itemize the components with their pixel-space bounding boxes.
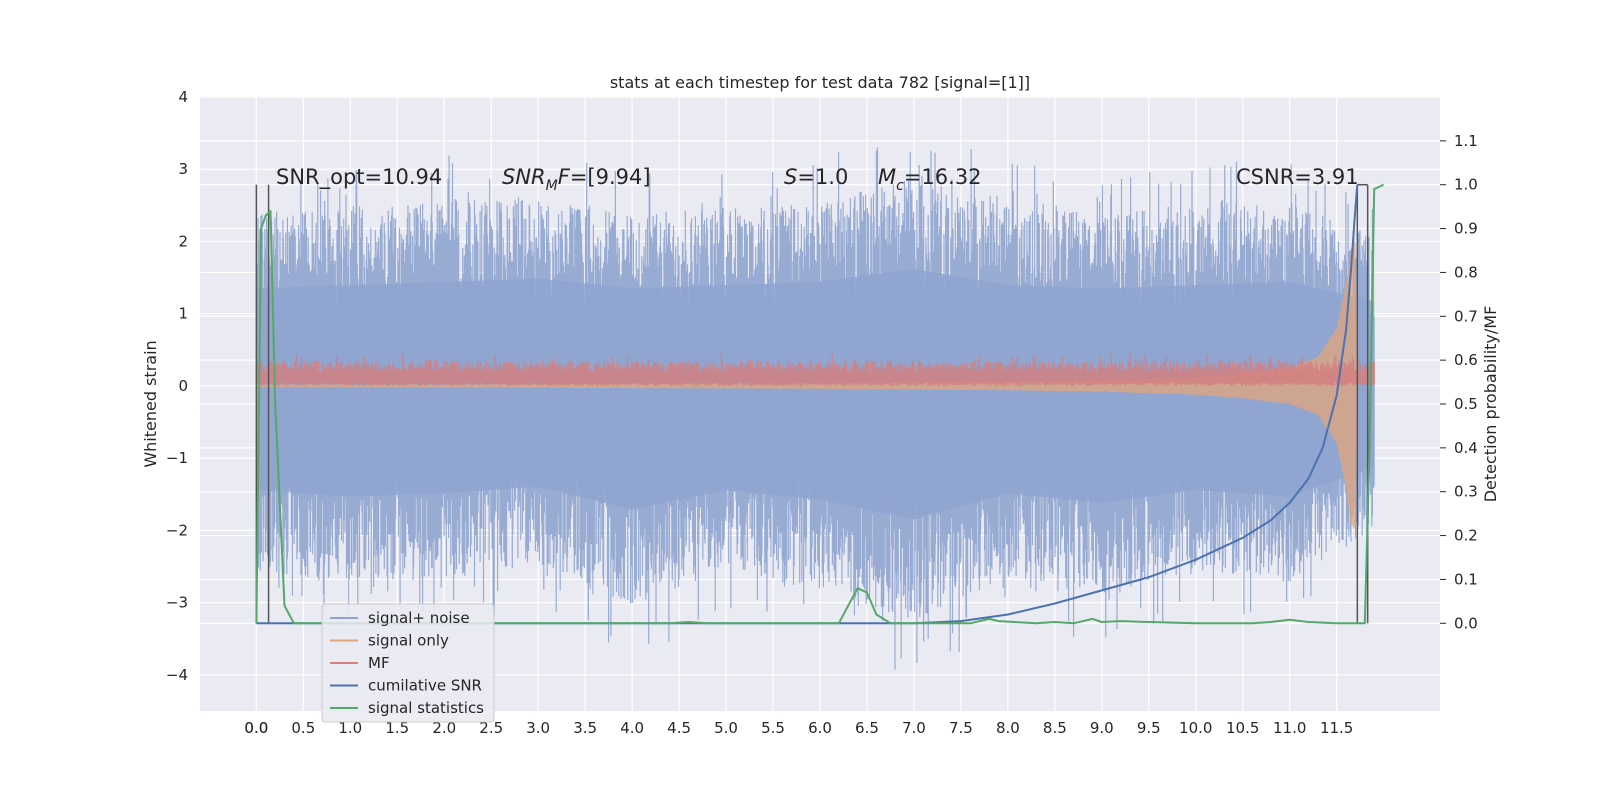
annotation-snr-opt: SNR_opt=10.94 [276, 165, 442, 190]
signal-only-envelope [256, 241, 1358, 531]
chart-title: stats at each timestep for test data 782… [610, 73, 1030, 92]
y-right-tick-label: 0.8 [1454, 263, 1478, 281]
y-right-tick-label: 1.1 [1454, 132, 1478, 150]
y-tick-label: 3 [178, 160, 188, 178]
x-tick-label: 4.0 [620, 719, 644, 737]
x-tick-label: 8.5 [1043, 719, 1067, 737]
y-tick-label: 2 [178, 232, 188, 250]
y-right-tick-label: 0.1 [1454, 570, 1478, 588]
legend-label: signal+ noise [368, 609, 470, 627]
signal-statistics-series [255, 183, 1385, 625]
cumulative-snr-series [256, 184, 1359, 625]
legend-label: MF [368, 654, 390, 672]
y-tick-label: 0 [178, 377, 188, 395]
x-tick-label: 10.0 [1179, 719, 1212, 737]
y-tick-label: −4 [166, 666, 188, 684]
annotation-snr-mf: SNRMF=[9.94] [502, 165, 651, 194]
x-tick-label: 0.0 [244, 719, 268, 737]
x-tick-label: 2.0 [432, 719, 456, 737]
x-tick-label: 1.5 [385, 719, 409, 737]
x-tick-label: 5.5 [761, 719, 785, 737]
annotation-csnr: CSNR=3.91 [1236, 165, 1359, 189]
x-tick-label: 0.0 [244, 719, 268, 737]
x-tick-label: 3.5 [573, 719, 597, 737]
annotation-mc: Mc=16.32 [878, 165, 982, 194]
annotation-s: S=1.0 [784, 165, 848, 189]
x-tick-label: 11.5 [1320, 719, 1353, 737]
y-right-tick-label: 0.6 [1454, 351, 1478, 369]
x-tick-label: 10.5 [1226, 719, 1259, 737]
x-tick-labels: 0.00.0 0.5 1.0 1.5 2.0 2.5 3.0 3.5 4.0 4.5 5.0 5.5 6… [244, 719, 1353, 737]
y-axis-label: Whitened strain [141, 340, 160, 467]
x-tick-label: 9.5 [1137, 719, 1161, 737]
y-right-tick-label: 0.7 [1454, 307, 1478, 325]
x-tick-label: 5.0 [714, 719, 738, 737]
x-tick-label: 7.0 [902, 719, 926, 737]
signal-only-series [256, 241, 1358, 531]
x-tick-label: 8.0 [996, 719, 1020, 737]
legend: signal+ noise signal only MF cumilative SNR… [321, 603, 495, 723]
y-right-tick-label: 0.4 [1454, 439, 1478, 457]
y-right-axis-label: Detection probability/MF [1481, 306, 1500, 503]
x-tick-label: 11.0 [1273, 719, 1306, 737]
legend-label: signal only [368, 632, 449, 650]
y-tick-labels: 4 3 2 1 0 −1 −2 −3 −4 [166, 88, 188, 684]
cumulative-snr-line [256, 184, 1359, 625]
y-right-tick-labels: 1.1 1.0 0.9 0.8 0.7 0.6 0.5 0.4 0.3 0.2 0.1 0.0 [1440, 132, 1478, 632]
x-tick-label: 4.5 [667, 719, 691, 737]
y-right-tick-label: 1.0 [1454, 176, 1478, 194]
legend-box [321, 603, 495, 723]
y-tick-label: 1 [178, 305, 188, 323]
legend-label: signal statistics [368, 699, 484, 717]
y-right-tick-label: 0.2 [1454, 527, 1478, 545]
y-right-tick-label: 0.0 [1454, 614, 1478, 632]
y-right-tick-label: 0.3 [1454, 483, 1478, 501]
signal-statistics-line [255, 183, 1385, 625]
y-tick-label: −1 [166, 449, 188, 467]
y-right-tick-label: 0.9 [1454, 220, 1478, 238]
x-tick-label: 3.0 [526, 719, 550, 737]
y-tick-label: −2 [166, 521, 188, 539]
x-tick-label: 0.5 [291, 719, 315, 737]
x-tick-label: 2.5 [479, 719, 503, 737]
legend-label: cumilative SNR [368, 677, 482, 695]
y-tick-label: −3 [166, 594, 188, 612]
x-tick-label: 6.5 [855, 719, 879, 737]
y-right-tick-label: 0.5 [1454, 395, 1478, 413]
x-tick-label: 6.0 [808, 719, 832, 737]
x-tick-label: 9.0 [1090, 719, 1114, 737]
x-tick-label: 1.0 [338, 719, 362, 737]
x-tick-label: 7.5 [949, 719, 973, 737]
signal-noise-core [256, 268, 1375, 520]
y-tick-label: 4 [178, 88, 188, 106]
